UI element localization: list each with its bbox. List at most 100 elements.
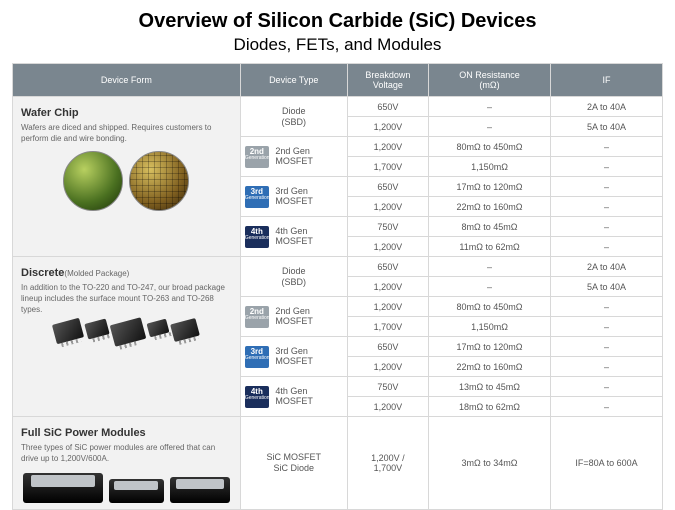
cell-if: – [551,297,663,317]
cell-on: 13mΩ to 45mΩ [429,377,551,397]
cell-bv: 650V [347,177,428,197]
cell-bv: 1,200V [347,397,428,417]
th-bv: Breakdown Voltage [347,64,428,97]
cell-if: 5A to 40A [551,117,663,137]
cell-on: 18mΩ to 62mΩ [429,397,551,417]
gen2-badge-icon: 2ndGeneration [245,146,269,168]
device-table: Device Form Device Type Breakdown Voltag… [12,63,663,510]
cell-on: – [429,277,551,297]
cell-if: IF=80A to 600A [551,417,663,510]
form-discrete-title: Discrete [21,267,64,279]
type-diode: Diode (SBD) [240,257,347,297]
cell-if: – [551,137,663,157]
cell-on: 1,150mΩ [429,157,551,177]
cell-bv: 1,700V [347,317,428,337]
form-wafer-desc: Wafers are diced and shipped. Requires c… [21,123,232,145]
package-icon [171,318,201,342]
cell-if: – [551,217,663,237]
module-images [21,473,232,503]
gen3-label: 3rd Gen MOSFET [275,347,313,367]
form-modules-title: Full SiC Power Modules [21,427,232,439]
th-on: ON Resistance (mΩ) [429,64,551,97]
module-icon [170,477,230,503]
cell-bv: 650V [347,97,428,117]
cell-on: 22mΩ to 160mΩ [429,357,551,377]
gen4-badge-icon: 4thGeneration [245,386,269,408]
cell-on: – [429,117,551,137]
device-table-wrap: Device Form Device Type Breakdown Voltag… [0,63,675,510]
form-discrete-desc: In addition to the TO-220 and TO-247, ou… [21,283,232,315]
gen4-label: 4th Gen MOSFET [275,387,313,407]
gen2-badge-icon: 2ndGeneration [245,306,269,328]
cell-on: 8mΩ to 45mΩ [429,217,551,237]
cell-on: 17mΩ to 120mΩ [429,177,551,197]
cell-if: – [551,377,663,397]
cell-bv: 1,200V [347,357,428,377]
gen2-label: 2nd Gen MOSFET [275,147,313,167]
cell-bv: 650V [347,337,428,357]
cell-bv: 1,200V / 1,700V [347,417,428,510]
form-wafer: Wafer Chip Wafers are diced and shipped.… [13,97,241,257]
wafer-icon [63,151,123,211]
cell-if: – [551,337,663,357]
cell-if: 2A to 40A [551,97,663,117]
cell-bv: 750V [347,217,428,237]
type-g4: 4thGeneration 4th Gen MOSFET [240,217,347,257]
type-g2: 2ndGeneration 2nd Gen MOSFET [240,297,347,337]
package-icon [85,319,110,340]
gen2-label: 2nd Gen MOSFET [275,307,313,327]
th-form: Device Form [13,64,241,97]
cell-bv: 1,200V [347,297,428,317]
page-subtitle: Diodes, FETs, and Modules [0,35,675,55]
module-icon [109,479,164,503]
cell-if: – [551,317,663,337]
type-g4: 4thGeneration 4th Gen MOSFET [240,377,347,417]
cell-on: – [429,97,551,117]
cell-on: 22mΩ to 160mΩ [429,197,551,217]
cell-if: 2A to 40A [551,257,663,277]
cell-if: – [551,237,663,257]
type-g3: 3rdGeneration 3rd Gen MOSFET [240,337,347,377]
discrete-images [21,321,232,343]
cell-if: 5A to 40A [551,277,663,297]
type-diode: Diode (SBD) [240,97,347,137]
cell-on: 11mΩ to 62mΩ [429,237,551,257]
cell-if: – [551,197,663,217]
th-type: Device Type [240,64,347,97]
th-if: IF [551,64,663,97]
cell-bv: 1,700V [347,157,428,177]
gen3-badge-icon: 3rdGeneration [245,346,269,368]
form-discrete: Discrete(Molded Package) In addition to … [13,257,241,417]
form-modules: Full SiC Power Modules Three types of Si… [13,417,241,510]
type-g2: 2ndGeneration 2nd Gen MOSFET [240,137,347,177]
title-block: Overview of Silicon Carbide (SiC) Device… [0,0,675,63]
gen3-label: 3rd Gen MOSFET [275,187,313,207]
gen4-label: 4th Gen MOSFET [275,227,313,247]
page-title: Overview of Silicon Carbide (SiC) Device… [0,10,675,33]
form-discrete-suffix: (Molded Package) [64,269,129,278]
cell-if: – [551,177,663,197]
cell-on: – [429,257,551,277]
cell-if: – [551,357,663,377]
module-icon [23,473,103,503]
cell-if: – [551,397,663,417]
gen4-badge-icon: 4thGeneration [245,226,269,248]
package-icon [110,318,147,348]
cell-bv: 1,200V [347,197,428,217]
cell-on: 1,150mΩ [429,317,551,337]
wafer-images [21,151,232,211]
cell-bv: 1,200V [347,117,428,137]
type-module: SiC MOSFET SiC Diode [240,417,347,510]
cell-bv: 1,200V [347,237,428,257]
form-modules-desc: Three types of SiC power modules are off… [21,443,232,465]
cell-bv: 1,200V [347,277,428,297]
package-icon [147,319,170,338]
gen3-badge-icon: 3rdGeneration [245,186,269,208]
cell-on: 17mΩ to 120mΩ [429,337,551,357]
type-g3: 3rdGeneration 3rd Gen MOSFET [240,177,347,217]
package-icon [52,318,84,345]
cell-bv: 650V [347,257,428,277]
cell-on: 80mΩ to 450mΩ [429,137,551,157]
cell-bv: 1,200V [347,137,428,157]
cell-on: 80mΩ to 450mΩ [429,297,551,317]
